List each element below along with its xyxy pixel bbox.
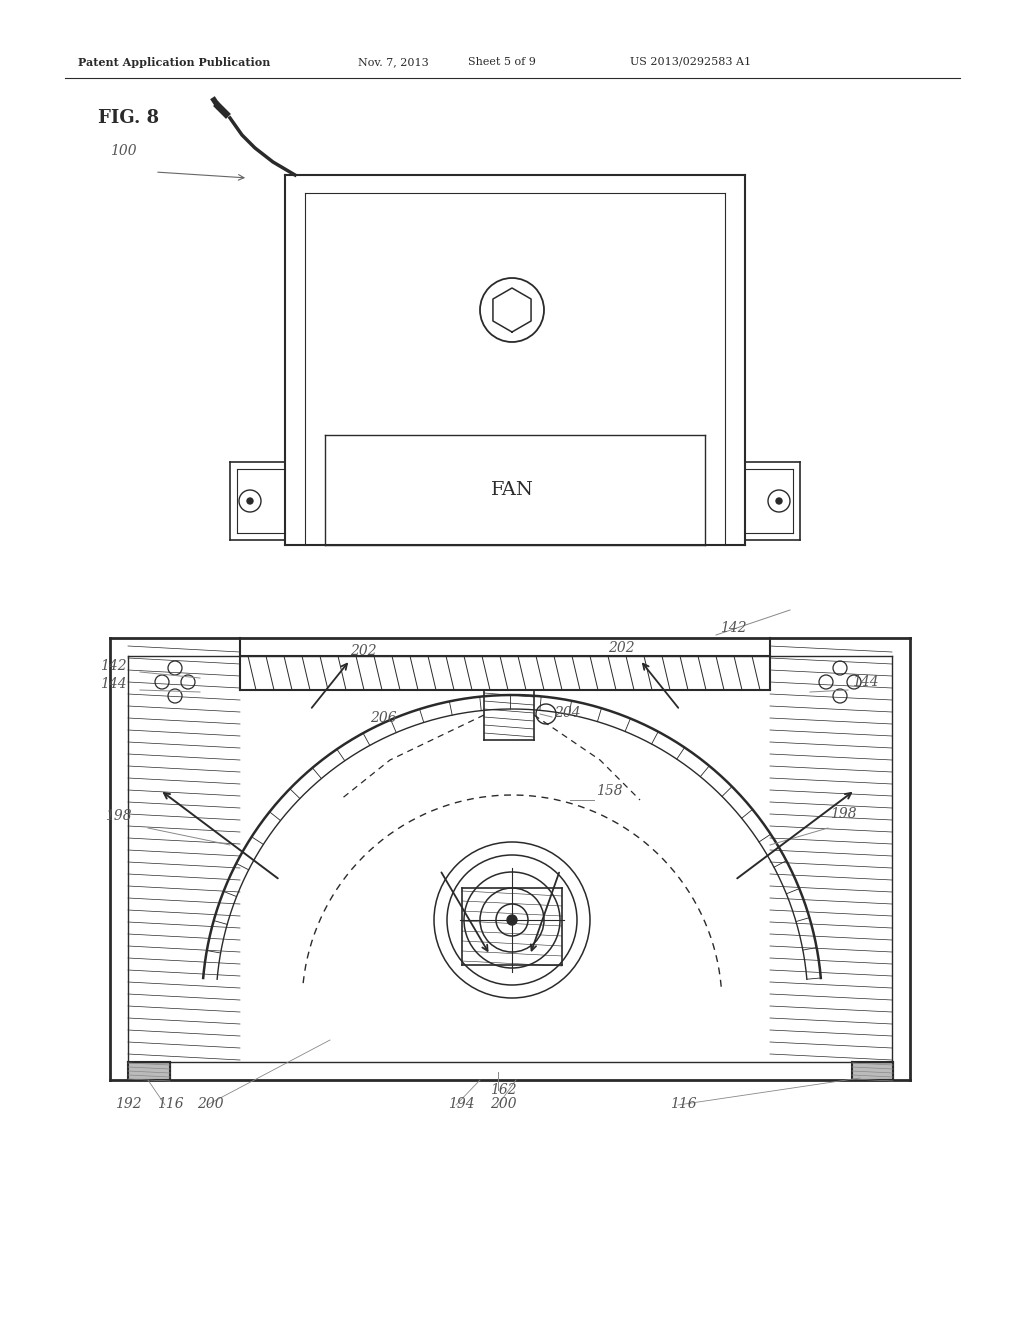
Text: 206: 206	[370, 711, 396, 725]
Text: 116: 116	[157, 1097, 183, 1111]
Text: Patent Application Publication: Patent Application Publication	[78, 57, 270, 67]
Text: 204: 204	[554, 706, 581, 719]
Text: 116: 116	[670, 1097, 696, 1111]
Text: 142: 142	[100, 659, 127, 673]
Text: 198: 198	[830, 807, 857, 821]
Text: 100: 100	[110, 144, 136, 158]
Text: 200: 200	[197, 1097, 223, 1111]
Circle shape	[507, 915, 517, 925]
Text: FAN: FAN	[490, 480, 534, 499]
Text: 142: 142	[720, 620, 746, 635]
Text: Sheet 5 of 9: Sheet 5 of 9	[468, 57, 536, 67]
Text: FIG. 8: FIG. 8	[98, 110, 159, 127]
Text: 200: 200	[490, 1097, 517, 1111]
Text: 144: 144	[100, 677, 127, 690]
Text: 202: 202	[350, 644, 377, 657]
Text: Nov. 7, 2013: Nov. 7, 2013	[358, 57, 429, 67]
Bar	[852, 1063, 893, 1080]
Text: 144: 144	[852, 675, 879, 689]
Text: 192: 192	[115, 1097, 141, 1111]
Text: US 2013/0292583 A1: US 2013/0292583 A1	[630, 57, 752, 67]
Text: 202: 202	[608, 642, 635, 655]
Circle shape	[776, 498, 782, 504]
Bar	[128, 1063, 170, 1080]
Text: 198: 198	[105, 809, 132, 822]
Text: 158: 158	[596, 784, 623, 799]
Text: 162: 162	[490, 1082, 517, 1097]
Text: 194: 194	[449, 1097, 475, 1111]
Circle shape	[247, 498, 253, 504]
